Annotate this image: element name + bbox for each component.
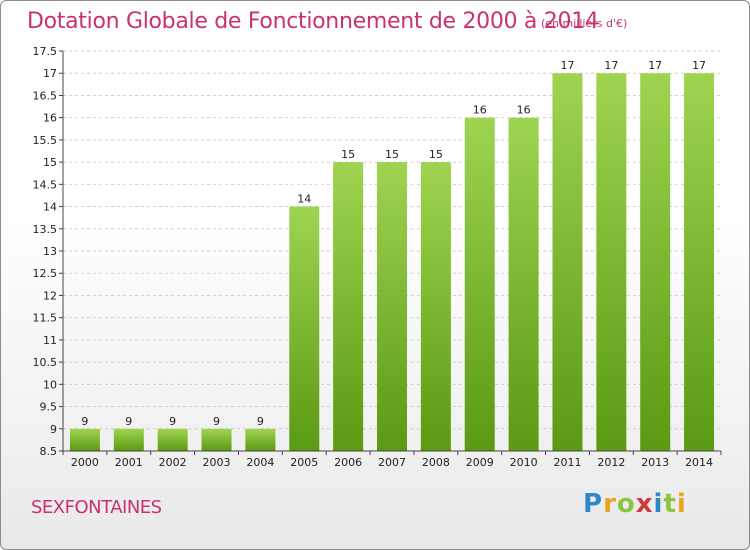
x-tick-label: 2004: [246, 456, 274, 469]
y-tick-label: 16: [43, 112, 57, 125]
x-tick-label: 2011: [553, 456, 581, 469]
y-tick-label: 14.5: [33, 178, 58, 191]
bar-value-label: 17: [560, 59, 574, 72]
bar-2005: [289, 206, 320, 451]
bar-value-label: 17: [648, 59, 662, 72]
proxiti-logo: Proxiti: [583, 489, 687, 519]
bar-2006: [333, 162, 364, 451]
y-tick-label: 15.5: [33, 134, 58, 147]
y-tick-label: 14: [43, 201, 57, 214]
y-tick-label: 9: [50, 423, 57, 436]
bars: 9 9 9 9 9 14 15 15 15 16 16 17 17 17 17: [69, 59, 715, 452]
y-tick-label: 10: [43, 378, 57, 391]
bar-value-label: 9: [125, 415, 132, 428]
bar-2011: [552, 73, 583, 451]
bar-2012: [596, 73, 627, 451]
y-tick-label: 12: [43, 289, 57, 302]
x-tick-label: 2000: [71, 456, 99, 469]
x-tick-label: 2014: [685, 456, 713, 469]
bar-value-label: 9: [257, 415, 264, 428]
bar-value-label: 9: [81, 415, 88, 428]
y-tick-label: 12.5: [33, 267, 58, 280]
x-tick-label: 2012: [597, 456, 625, 469]
y-tick-label: 10.5: [33, 356, 58, 369]
y-tick-label: 17: [43, 67, 57, 80]
bar-value-label: 14: [297, 193, 311, 206]
bar-2001: [113, 428, 144, 451]
x-tick-label: 2005: [290, 456, 318, 469]
bar-value-label: 17: [692, 59, 706, 72]
bar-2000: [69, 428, 100, 451]
bar-2014: [684, 73, 715, 451]
commune-name: SEXFONTAINES: [31, 497, 162, 518]
x-tick-label: 2008: [422, 456, 450, 469]
x-tick-label: 2002: [159, 456, 187, 469]
y-axis: 8.5 9 9.5 10 10.5 11 11.5 12 12.5 13 13.5 14 14.5 15 1…: [33, 45, 64, 458]
bar-value-label: 15: [429, 148, 443, 161]
x-tick-label: 2007: [378, 456, 406, 469]
bar-value-label: 15: [385, 148, 399, 161]
bar-2009: [464, 117, 495, 452]
y-tick-label: 13.5: [33, 223, 58, 236]
x-tick-label: 2001: [115, 456, 143, 469]
bar-2002: [157, 428, 188, 451]
x-tick-label: 2013: [641, 456, 669, 469]
bar-value-label: 9: [213, 415, 220, 428]
y-tick-label: 8.5: [40, 445, 58, 458]
y-tick-label: 16.5: [33, 89, 58, 102]
x-axis: 2000 2001 2002 2003 2004 2005 2006 2007 2008 2009…: [62, 450, 722, 469]
y-tick-label: 15: [43, 156, 57, 169]
y-tick-label: 13: [43, 245, 57, 258]
y-tick-label: 11.5: [33, 312, 58, 325]
chart-subtitle: (en milliers d'€): [541, 17, 628, 30]
x-tick-label: 2009: [466, 456, 494, 469]
x-tick-label: 2006: [334, 456, 362, 469]
chart-title: Dotation Globale de Fonctionnement de 20…: [27, 9, 599, 34]
y-tick-label: 11: [43, 334, 57, 347]
bar-2010: [508, 117, 539, 452]
y-tick-label: 17.5: [33, 45, 58, 58]
bar-value-label: 15: [341, 148, 355, 161]
x-tick-label: 2010: [510, 456, 538, 469]
bar-value-label: 17: [604, 59, 618, 72]
bar-2007: [377, 162, 407, 451]
bar-value-label: 9: [169, 415, 176, 428]
x-tick-label: 2003: [203, 456, 231, 469]
bar-2013: [640, 73, 671, 451]
bar-2003: [201, 428, 232, 451]
y-tick-label: 9.5: [40, 401, 58, 414]
bar-2004: [245, 428, 276, 451]
bar-value-label: 16: [517, 104, 531, 117]
bar-value-label: 16: [473, 104, 487, 117]
bar-2008: [420, 162, 451, 451]
